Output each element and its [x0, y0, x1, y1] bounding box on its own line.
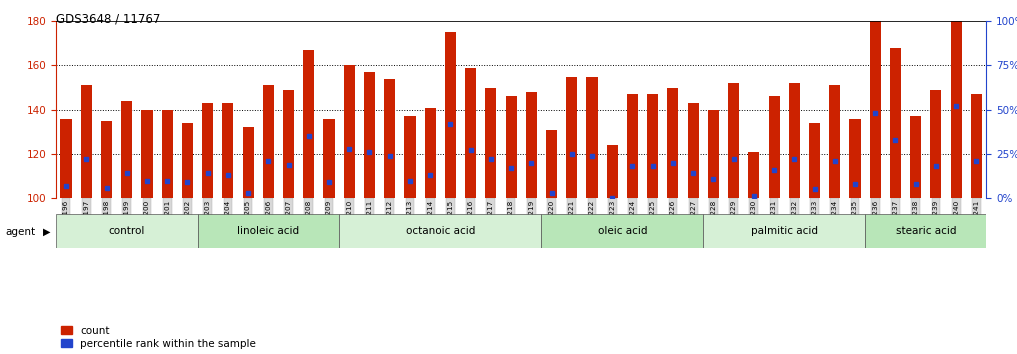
Bar [485, 88, 496, 198]
Bar [687, 103, 699, 198]
Bar [587, 76, 598, 198]
Bar [60, 119, 71, 198]
Bar [829, 85, 840, 198]
Bar [262, 85, 274, 198]
Bar [667, 88, 678, 198]
Bar [162, 110, 173, 198]
Bar [971, 94, 982, 198]
Bar [444, 32, 456, 198]
Bar [890, 48, 901, 198]
Bar [101, 121, 112, 198]
Text: octanoic acid: octanoic acid [406, 226, 475, 236]
Bar [141, 110, 153, 198]
Bar [56, 214, 197, 248]
Bar [626, 94, 638, 198]
Text: ▶: ▶ [43, 227, 50, 237]
Text: palmitic acid: palmitic acid [751, 226, 818, 236]
Bar [749, 152, 760, 198]
Bar [708, 110, 719, 198]
Bar [197, 214, 339, 248]
Bar [182, 123, 193, 198]
Text: stearic acid: stearic acid [896, 226, 956, 236]
Bar [865, 214, 986, 248]
Bar [789, 83, 800, 198]
Bar [728, 83, 739, 198]
Bar [931, 90, 942, 198]
Bar [202, 103, 214, 198]
Text: control: control [109, 226, 145, 236]
Bar [80, 85, 92, 198]
Text: oleic acid: oleic acid [598, 226, 647, 236]
Bar [849, 119, 860, 198]
Bar [303, 50, 314, 198]
Bar [121, 101, 132, 198]
Bar [242, 127, 253, 198]
Bar [910, 116, 921, 198]
Bar [809, 123, 820, 198]
Bar [546, 130, 557, 198]
Bar [870, 10, 881, 198]
Text: GDS3648 / 11767: GDS3648 / 11767 [56, 12, 161, 25]
Bar [405, 116, 416, 198]
Bar [283, 90, 294, 198]
Bar [323, 119, 335, 198]
Bar [647, 94, 658, 198]
Text: agent: agent [5, 227, 36, 237]
Bar [344, 65, 355, 198]
Bar [465, 68, 476, 198]
Bar [505, 97, 517, 198]
Bar [223, 103, 234, 198]
Bar [607, 145, 617, 198]
Bar [951, 0, 962, 198]
Bar [339, 214, 541, 248]
Bar [541, 214, 704, 248]
Text: linoleic acid: linoleic acid [237, 226, 299, 236]
Bar [704, 214, 865, 248]
Bar [425, 108, 435, 198]
Bar [384, 79, 396, 198]
Bar [364, 72, 375, 198]
Bar [566, 76, 578, 198]
Bar [526, 92, 537, 198]
Bar [769, 97, 780, 198]
Legend: count, percentile rank within the sample: count, percentile rank within the sample [61, 326, 255, 349]
